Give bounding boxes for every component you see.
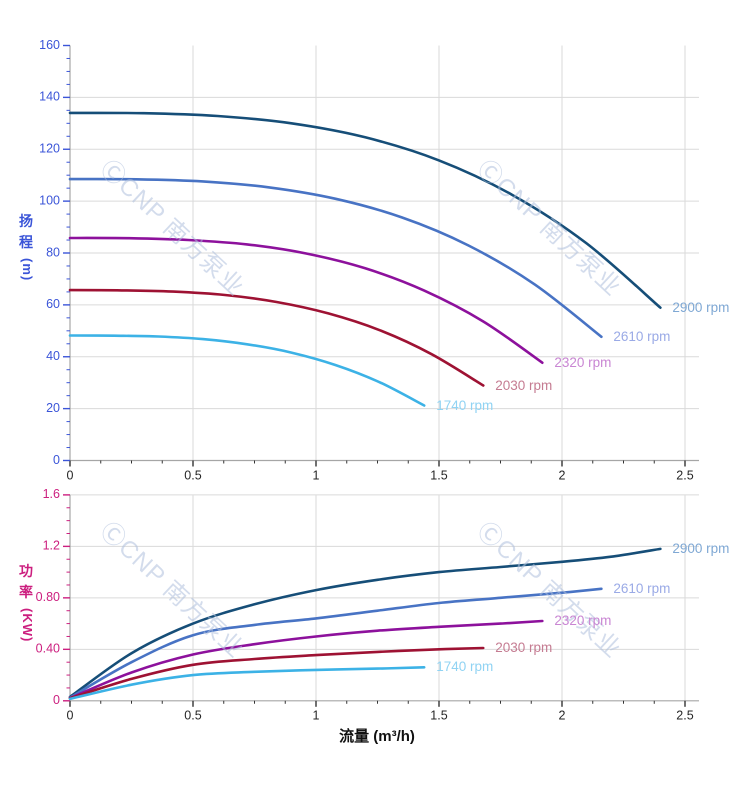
svg-text:0.80: 0.80 [36, 590, 60, 604]
svg-text:2.5: 2.5 [676, 468, 693, 482]
curve-2030rpm-head [68, 288, 485, 387]
power-gridlines [70, 494, 699, 701]
curve-2320rpm-power [68, 619, 544, 700]
svg-text:80: 80 [46, 245, 60, 259]
curve-1740rpm-power [68, 666, 426, 701]
svg-text:160: 160 [39, 38, 60, 52]
curve-2900rpm-head [68, 111, 662, 309]
power-x-ticks [69, 700, 686, 707]
power-chart: 0 0.40 0.80 1.2 1.6 0 0.5 1 1.5 2 2.5 [36, 487, 699, 722]
svg-text:60: 60 [46, 297, 60, 311]
label-2900rpm-power: 2900 rpm [672, 540, 730, 556]
label-1740rpm-power: 1740 rpm [436, 659, 494, 675]
head-gridlines [70, 45, 699, 461]
svg-text:1.5: 1.5 [430, 468, 447, 482]
svg-text:40: 40 [46, 349, 60, 363]
svg-text:120: 120 [39, 142, 60, 156]
svg-text:1: 1 [313, 708, 320, 722]
curve-2900rpm-power [68, 547, 662, 699]
label-2900rpm-head: 2900 rpm [672, 299, 730, 315]
svg-text:2: 2 [559, 708, 566, 722]
label-2610rpm-power: 2610 rpm [613, 580, 671, 596]
curve-2320rpm-head [68, 236, 544, 364]
svg-text:2.5: 2.5 [676, 708, 693, 722]
svg-text:1: 1 [313, 468, 320, 482]
curve-2610rpm-head [68, 177, 603, 339]
svg-text:140: 140 [39, 90, 60, 104]
head-axis-title: 扬程 (m) [17, 211, 35, 281]
head-y-ticks [63, 44, 70, 462]
power-axis-title: 功率 (KW) [17, 561, 35, 642]
head-axis-label: 扬程 [19, 213, 33, 250]
svg-text:100: 100 [39, 193, 60, 207]
svg-text:1.2: 1.2 [43, 539, 60, 553]
svg-text:1.5: 1.5 [430, 708, 447, 722]
curve-2610rpm-power [68, 587, 603, 699]
svg-text:0: 0 [67, 468, 74, 482]
svg-text:0: 0 [53, 453, 60, 467]
head-x-ticks [69, 460, 686, 467]
power-axis-unit: (KW) [20, 608, 35, 643]
label-2030rpm-head: 2030 rpm [495, 377, 553, 393]
curve-2030rpm-power [68, 646, 485, 700]
label-2030rpm-power: 2030 rpm [495, 640, 553, 656]
svg-text:0: 0 [67, 708, 74, 722]
power-y-ticks [63, 494, 70, 702]
label-2320rpm-head: 2320 rpm [554, 354, 612, 370]
svg-text:0.5: 0.5 [184, 468, 201, 482]
svg-text:0: 0 [53, 693, 60, 707]
flow-axis-title: 流量 (m³/h) [339, 728, 415, 745]
label-1740rpm-head: 1740 rpm [436, 397, 494, 413]
label-2320rpm-power: 2320 rpm [554, 613, 612, 628]
head-chart: 0 20 40 60 80 100 120 140 160 0 0.5 1 1.5 2 2.5 [39, 38, 699, 483]
label-2610rpm-head: 2610 rpm [613, 328, 671, 344]
head-tick-labels: 0 20 40 60 80 100 120 140 160 0 0.5 1 1.5 2 2.5 [39, 38, 694, 483]
svg-text:1.6: 1.6 [43, 487, 60, 501]
power-axis-label: 功率 [19, 563, 33, 600]
head-axis-unit: (m) [20, 258, 35, 282]
svg-text:20: 20 [46, 401, 60, 415]
svg-text:2: 2 [559, 468, 566, 482]
curve-1740rpm-head [68, 334, 426, 407]
svg-text:0.5: 0.5 [184, 708, 201, 722]
svg-text:0.40: 0.40 [36, 642, 60, 656]
power-tick-labels: 0 0.40 0.80 1.2 1.6 0 0.5 1 1.5 2 2.5 [36, 487, 694, 722]
